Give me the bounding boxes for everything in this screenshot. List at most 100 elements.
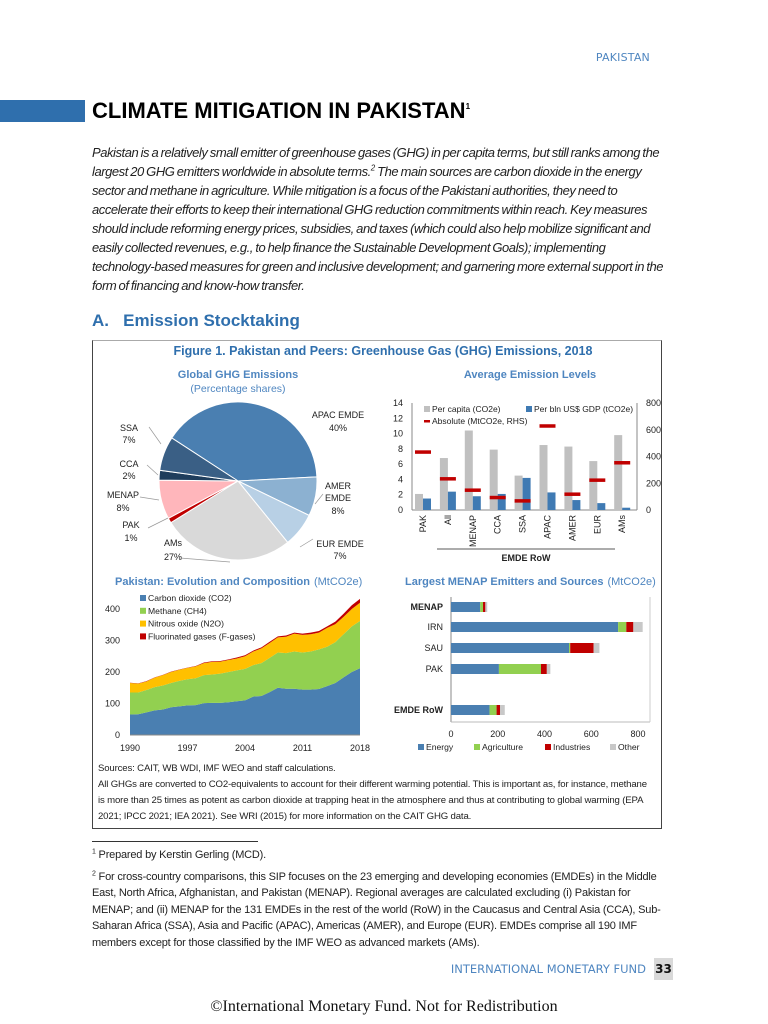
y2-tick-label: 0 <box>646 505 651 515</box>
intro-section: Pakistan is a relatively small emitter o… <box>92 143 664 331</box>
pie-label-amer: AMER EMDE <box>325 481 352 503</box>
bar-pak-industries <box>540 664 547 674</box>
leader-line-ssa <box>148 426 162 445</box>
pie-value-eur: 7% <box>333 551 346 561</box>
sources-note: All GHGs are converted to CO2-equivalent… <box>98 779 647 822</box>
x-tick-label: SSA <box>518 515 528 533</box>
intro-text-1: Pakistan is a relatively small emitter o… <box>92 145 660 179</box>
figure-and-footnotes: Sources: CAIT, WB WDI, IMF WEO and staff… <box>92 340 662 951</box>
x-tick-label: 2018 <box>350 743 370 753</box>
footnote-ref[interactable]: 2 <box>370 163 375 173</box>
x-tick-label: 0 <box>448 729 453 739</box>
bar-chart-title: Average Emission Levels <box>464 369 596 381</box>
category-label: PAK <box>426 664 443 674</box>
marker-absolute-ssa <box>514 499 531 503</box>
x-tick-label: EUR <box>592 515 602 535</box>
marker-absolute-cca <box>489 495 506 500</box>
bar-per-capita-menap <box>464 430 473 510</box>
legend-label-fluorinated-gases-f-gases: Fluorinated gases (F-gases) <box>148 631 256 641</box>
footnote-ref[interactable]: 1 <box>465 102 471 111</box>
legend-swatch-fluorinated-gases-f-gases <box>140 633 146 640</box>
y-tick-label: 12 <box>393 413 403 423</box>
area-methane-ch4 <box>130 620 360 715</box>
pie-value-ssa: 7% <box>122 435 135 445</box>
emission-levels-chart: 0 2 4 6 8 10 12 14 0 200 400 600 800 PAK All MENAP CCA SS… <box>393 398 661 547</box>
legend-label-energy: Energy <box>426 742 454 752</box>
figure-box: Sources: CAIT, WB WDI, IMF WEO and staff… <box>92 340 662 829</box>
bar-per-gdp-ssa <box>522 477 531 510</box>
y-tick-label: 6 <box>398 459 403 469</box>
marker-absolute-amer <box>564 492 581 496</box>
pie-chart <box>158 401 318 561</box>
y2-tick-label: 200 <box>646 478 661 488</box>
running-header: PAKISTAN <box>595 51 650 64</box>
pie-title: Global GHG Emissions <box>178 369 298 381</box>
y2-tick-label: 400 <box>646 452 661 462</box>
menap-title-text: Largest MENAP Emitters and Sources <box>405 576 603 588</box>
intro-paragraph: Pakistan is a relatively small emitter o… <box>92 143 664 309</box>
bar-per-gdp-all <box>447 491 456 510</box>
x-tick-label: CCA <box>493 515 503 534</box>
bar-sau-other <box>593 643 600 653</box>
bar-pak-energy <box>451 664 499 674</box>
group-label: EMDE RoW <box>502 553 552 563</box>
bar-irn-energy <box>451 622 619 632</box>
bar-per-capita-amer <box>564 446 573 510</box>
bar-legend: Per capita (CO2e) Per bln US$ GDP (tCO2e… <box>424 404 633 426</box>
pie-labels: APAC EMDE 40% AMER EMDE 8% EUR EMDE 7% AM… <box>107 410 364 563</box>
leader-line-amer <box>314 493 324 505</box>
bar-menap-agriculture <box>480 602 484 612</box>
legend-label-per-gdp: Per bln US$ GDP (tCO2e) <box>534 404 633 414</box>
category-label: IRN <box>428 622 444 632</box>
pie-value-menap: 8% <box>116 503 129 513</box>
section-heading: A. Emission Stocktaking <box>92 311 300 330</box>
pie-slice-ssa <box>159 437 239 482</box>
bar-per-gdp-menap <box>472 496 481 510</box>
legend-label-per-capita: Per capita (CO2e) <box>432 404 501 414</box>
legend-swatch-agriculture <box>474 744 480 750</box>
y-tick-label: 10 <box>393 429 403 439</box>
pie-value-cca: 2% <box>122 471 135 481</box>
category-label: MENAP <box>410 602 443 612</box>
bar-pak-other <box>546 664 551 674</box>
legend-swatch-absolute <box>424 420 430 423</box>
footnote-number: 1 <box>92 848 96 856</box>
area-chart-title: Pakistan: Evolution and Composition (MtCO… <box>115 576 362 588</box>
leader-line-pak <box>147 517 169 529</box>
bar-menap-other <box>485 602 488 612</box>
y-tick-label: 8 <box>398 444 403 454</box>
menap-chart-title: Largest MENAP Emitters and Sources (MtCO2… <box>405 576 656 588</box>
x-tick-label: 800 <box>630 729 645 739</box>
x-tick-label: AMER <box>567 515 577 542</box>
pie-value-pak: 1% <box>124 533 137 543</box>
y-tick-label: 300 <box>105 636 120 646</box>
leader-line-ams <box>179 557 231 563</box>
menap-emitters-chart: 0 200 400 600 800 MENAP IRN SAU PAK EMDE RoW Energ… <box>394 597 651 752</box>
pie-value-amer: 8% <box>331 506 344 516</box>
bar-menap-industries <box>483 602 486 612</box>
x-tick-label: AMs <box>617 515 627 534</box>
x-tick-label: 1997 <box>177 743 197 753</box>
marker-absolute-all <box>439 477 456 481</box>
y-tick-label: 200 <box>105 667 120 677</box>
marker-absolute-ams <box>614 461 631 465</box>
y-tick-label: 100 <box>105 699 120 709</box>
area-carbon-dioxide-co2 <box>130 668 360 735</box>
area-unit: (MtCO2e) <box>314 576 362 588</box>
legend-label-methane-ch4: Methane (CH4) <box>148 606 207 616</box>
x-tick-label: 2011 <box>293 743 312 753</box>
y-tick-label: 2 <box>398 490 403 500</box>
leader-line-menap <box>139 496 160 501</box>
bar-per-gdp-amer <box>572 500 581 510</box>
legend-swatch-per-capita <box>424 406 430 412</box>
bar-per-gdp-cca <box>497 493 506 510</box>
marker-absolute-apac <box>539 424 556 428</box>
legend-swatch-other <box>610 744 616 750</box>
legend-swatch-methane-ch4 <box>140 607 146 614</box>
bar-irn-industries <box>626 622 634 632</box>
y2-tick-label: 600 <box>646 425 661 435</box>
x-tick-label: All <box>443 515 453 525</box>
pie-label-cca: CCA <box>119 459 138 469</box>
pie-subtitle: (Percentage shares) <box>190 383 285 395</box>
pie-label-ssa: SSA <box>120 423 138 433</box>
